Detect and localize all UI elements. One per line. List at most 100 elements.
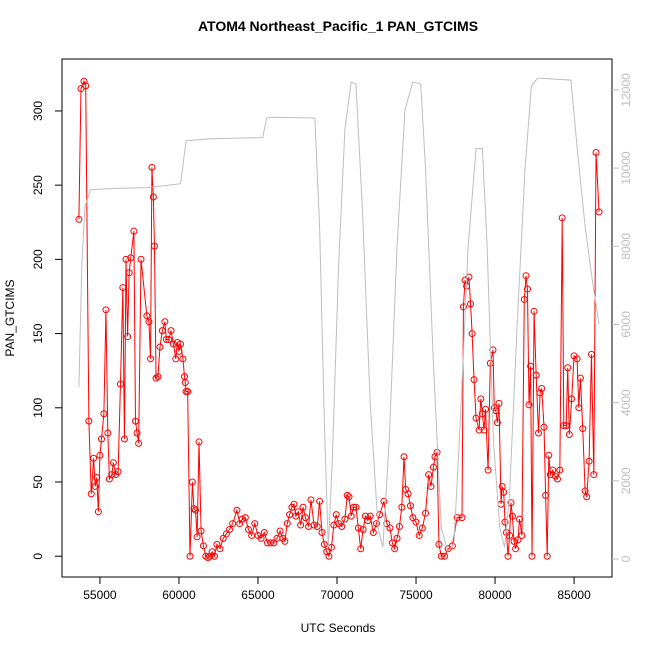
y-tick-label: 200 bbox=[31, 249, 45, 269]
data-point bbox=[332, 511, 340, 519]
data-point bbox=[373, 520, 381, 528]
data-point bbox=[281, 537, 289, 545]
x-tick-label: 85000 bbox=[557, 588, 591, 602]
data-point bbox=[576, 374, 584, 382]
data-point bbox=[120, 435, 128, 443]
data-point bbox=[435, 540, 443, 548]
data-point bbox=[143, 312, 151, 320]
data-point bbox=[583, 493, 591, 501]
data-point bbox=[294, 508, 302, 516]
data-point bbox=[297, 521, 305, 529]
data-point bbox=[510, 537, 518, 545]
data-point bbox=[80, 77, 88, 85]
data-point bbox=[91, 482, 99, 490]
data-point bbox=[501, 518, 509, 526]
data-point bbox=[204, 554, 212, 562]
y-tick-label: 300 bbox=[31, 101, 45, 121]
data-point bbox=[286, 511, 294, 519]
data-point bbox=[150, 242, 158, 250]
x-tick-label: 75000 bbox=[399, 588, 433, 602]
data-point bbox=[404, 490, 412, 498]
data-point bbox=[116, 380, 124, 388]
series-line bbox=[78, 79, 600, 559]
data-point bbox=[486, 359, 494, 367]
x-tick-label: 55000 bbox=[83, 588, 117, 602]
chart-title: ATOM4 Northeast_Pacific_1 PAN_GTCIMS bbox=[198, 18, 478, 34]
data-point bbox=[327, 543, 335, 551]
data-point bbox=[512, 545, 520, 553]
data-point bbox=[480, 426, 488, 434]
data-point bbox=[241, 514, 249, 522]
data-point bbox=[514, 536, 522, 544]
data-point bbox=[313, 523, 321, 531]
data-point bbox=[149, 193, 157, 201]
data-point bbox=[193, 533, 201, 541]
data-point bbox=[538, 385, 546, 393]
data-point bbox=[406, 502, 414, 510]
data-point bbox=[290, 500, 298, 508]
data-point bbox=[173, 338, 181, 346]
data-point bbox=[587, 350, 595, 358]
data-point bbox=[190, 505, 198, 513]
data-point bbox=[504, 552, 512, 560]
data-point bbox=[283, 520, 291, 528]
data-point bbox=[82, 82, 90, 90]
data-point bbox=[156, 343, 164, 351]
data-point bbox=[506, 531, 514, 539]
data-point bbox=[527, 362, 535, 370]
y2-tick-label: 4000 bbox=[619, 389, 633, 416]
data-point bbox=[536, 389, 544, 397]
data-point bbox=[165, 336, 173, 344]
data-point bbox=[465, 273, 473, 281]
data-point bbox=[565, 431, 573, 439]
data-point bbox=[325, 552, 333, 560]
data-point bbox=[564, 364, 572, 372]
y2-tick-label: 10000 bbox=[619, 151, 633, 185]
data-point bbox=[90, 454, 98, 462]
data-point bbox=[301, 514, 309, 522]
data-point bbox=[316, 497, 324, 505]
data-point bbox=[482, 405, 490, 413]
series-line bbox=[78, 77, 600, 553]
y-tick-label: 100 bbox=[31, 397, 45, 417]
data-point bbox=[276, 527, 284, 535]
data-point bbox=[127, 254, 135, 262]
data-point bbox=[500, 488, 508, 496]
data-point bbox=[158, 327, 166, 335]
data-point bbox=[553, 475, 561, 483]
data-point bbox=[233, 506, 241, 514]
data-point bbox=[388, 539, 396, 547]
data-point bbox=[130, 227, 138, 235]
data-point bbox=[102, 306, 110, 314]
data-point bbox=[568, 395, 576, 403]
data-point bbox=[320, 540, 328, 548]
data-point bbox=[181, 379, 189, 387]
data-point bbox=[318, 528, 326, 536]
data-point bbox=[468, 330, 476, 338]
data-point bbox=[562, 422, 570, 430]
data-point bbox=[391, 545, 399, 553]
data-point bbox=[489, 346, 497, 354]
data-point bbox=[167, 327, 175, 335]
data-point bbox=[380, 497, 388, 505]
data-point bbox=[211, 552, 219, 560]
data-point bbox=[528, 552, 536, 560]
data-point bbox=[579, 425, 587, 433]
data-point bbox=[94, 508, 102, 516]
data-point bbox=[495, 399, 503, 407]
data-point bbox=[199, 542, 207, 550]
data-point bbox=[114, 468, 122, 476]
data-point bbox=[507, 499, 515, 507]
data-point bbox=[573, 355, 581, 363]
y2-axis: 0 2000 4000 6000 8000 10000 12000 bbox=[612, 73, 633, 562]
data-point bbox=[131, 417, 139, 425]
data-point bbox=[440, 552, 448, 560]
data-point bbox=[427, 482, 435, 490]
data-point bbox=[412, 518, 420, 526]
data-point bbox=[386, 524, 394, 532]
data-point bbox=[162, 336, 170, 344]
data-point bbox=[179, 355, 187, 363]
data-point bbox=[525, 401, 533, 409]
data-point bbox=[448, 542, 456, 550]
